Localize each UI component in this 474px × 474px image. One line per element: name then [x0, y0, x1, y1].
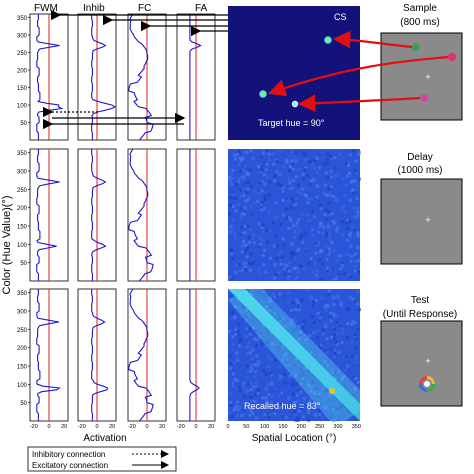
- x-tick-label: -20: [177, 424, 185, 430]
- connection-arrows: [42, 9, 228, 130]
- panel-r2-c2: [127, 288, 167, 422]
- stimulus-magenta: [420, 94, 428, 102]
- activation-x-ticks: -20 0 20 -20 0 20 -20 0 20 -20 0 20: [30, 424, 214, 430]
- target-hue-label: Target hue = 90°: [258, 118, 325, 128]
- stage-delay: Delay (1000 ms) +: [380, 152, 463, 265]
- fixation-test: +: [425, 356, 430, 366]
- x-tick-label: 0: [145, 424, 148, 430]
- legend: Inhibitory connection Excitatory connect…: [27, 446, 177, 472]
- stage-sample: Sample (800 ms) +: [380, 3, 463, 121]
- x-tick-label: 0: [95, 424, 98, 430]
- x-tick-label: 20: [109, 424, 115, 430]
- stage-sample-subtitle: (800 ms): [400, 17, 439, 28]
- spatial-tick-label: 300: [333, 424, 342, 430]
- panel-r0-c0: 50 100 150 200 250 300 350: [17, 13, 69, 141]
- panel-r2-c3: [176, 288, 216, 422]
- activation-panels: 50 100 150 200 250 300 350 50 100 150 200 250 300 350…: [17, 13, 216, 422]
- y-tick-label: 350: [17, 151, 28, 157]
- panel-r1-c0: 50 100 150 200 250 300 350: [17, 148, 69, 282]
- y-tick-label: 200: [17, 346, 28, 352]
- y-axis-label: Color (Hue Value)(°): [1, 196, 13, 295]
- y-tick-label: 350: [17, 291, 28, 297]
- stimulus-pink: [448, 53, 456, 61]
- color-wheel: [419, 376, 435, 392]
- panel-r0-c3: [176, 13, 216, 141]
- field-peak-pink: [259, 90, 267, 98]
- y-tick-label: 200: [17, 206, 28, 212]
- panel-r2-c0: 50 100 150 200 250 300 350: [17, 288, 69, 422]
- neural-field-test: Recalled hue = 83°: [228, 289, 361, 422]
- y-tick-label: 150: [17, 365, 28, 371]
- x-tick-label: 20: [61, 424, 67, 430]
- spatial-tick-label: 250: [315, 424, 324, 430]
- panel-r0-c2: [127, 13, 167, 141]
- stage-test-title: Test: [411, 295, 430, 306]
- x-tick-label: 20: [208, 424, 214, 430]
- y-tick-label: 100: [17, 104, 28, 110]
- header-fa: FA: [195, 3, 208, 14]
- panel-r0-c1: [77, 13, 117, 141]
- spatial-tick-label: 0: [226, 424, 229, 430]
- spatial-x-ticks: 0 50 100 150 200 250 300 350: [226, 424, 360, 430]
- header-inhib: Inhib: [83, 3, 105, 14]
- y-tick-label: 300: [17, 170, 28, 176]
- legend-excitatory: Excitatory connection: [32, 461, 108, 470]
- y-tick-label: 100: [17, 383, 28, 389]
- panel-r1-c3: [176, 148, 216, 282]
- y-tick-label: 300: [17, 310, 28, 316]
- y-tick-label: 250: [17, 51, 28, 57]
- y-tick-label: 200: [17, 69, 28, 75]
- stimulus-green: [412, 43, 420, 51]
- y-tick-label: 50: [20, 401, 27, 407]
- panel-r1-c2: [127, 148, 167, 282]
- spatial-tick-label: 350: [352, 424, 361, 430]
- recalled-hue-label: Recalled hue = 83°: [244, 401, 321, 411]
- fixation-delay: +: [425, 215, 430, 225]
- stage-test-subtitle: (Until Response): [383, 309, 457, 320]
- y-tick-label: 350: [17, 16, 28, 22]
- field-peak-green: [324, 36, 332, 44]
- stage-sample-title: Sample: [403, 3, 437, 14]
- x-tick-label: 0: [47, 424, 50, 430]
- spatial-x-label: Spatial Location (°): [252, 433, 337, 444]
- x-axis-label: Activation: [83, 433, 126, 444]
- header-fc: FC: [138, 3, 151, 14]
- input-arrows: [267, 30, 449, 113]
- spatial-tick-label: 150: [278, 424, 287, 430]
- y-tick-label: 300: [17, 34, 28, 40]
- stage-delay-subtitle: (1000 ms): [397, 165, 442, 176]
- panel-r1-c1: [77, 148, 117, 282]
- y-tick-label: 250: [17, 188, 28, 194]
- x-tick-label: -20: [78, 424, 86, 430]
- fixation-sample: +: [425, 72, 430, 82]
- y-tick-label: 150: [17, 225, 28, 231]
- y-tick-label: 250: [17, 328, 28, 334]
- recalled-peak: [329, 388, 335, 394]
- cs-label: CS: [334, 12, 347, 22]
- spatial-tick-label: 100: [260, 424, 269, 430]
- x-tick-label: 0: [194, 424, 197, 430]
- panel-r2-c1: [77, 288, 117, 422]
- x-tick-label: -20: [30, 424, 38, 430]
- stage-test: Test (Until Response) +: [380, 295, 463, 407]
- y-tick-label: 150: [17, 86, 28, 92]
- field-peak-target: [291, 100, 299, 108]
- x-tick-label: 20: [159, 424, 165, 430]
- legend-inhibitory: Inhibitory connection: [32, 450, 105, 459]
- y-tick-label: 100: [17, 243, 28, 249]
- spatial-tick-label: 50: [243, 424, 249, 430]
- column-headers: FWM Inhib FC FA: [34, 3, 208, 14]
- x-tick-label: -20: [128, 424, 136, 430]
- y-tick-label: 50: [20, 121, 27, 127]
- y-tick-label: 50: [20, 261, 27, 267]
- spatial-tick-label: 200: [297, 424, 306, 430]
- stage-delay-title: Delay: [407, 152, 433, 163]
- header-fwm: FWM: [34, 3, 58, 14]
- neural-field-delay: [228, 149, 361, 281]
